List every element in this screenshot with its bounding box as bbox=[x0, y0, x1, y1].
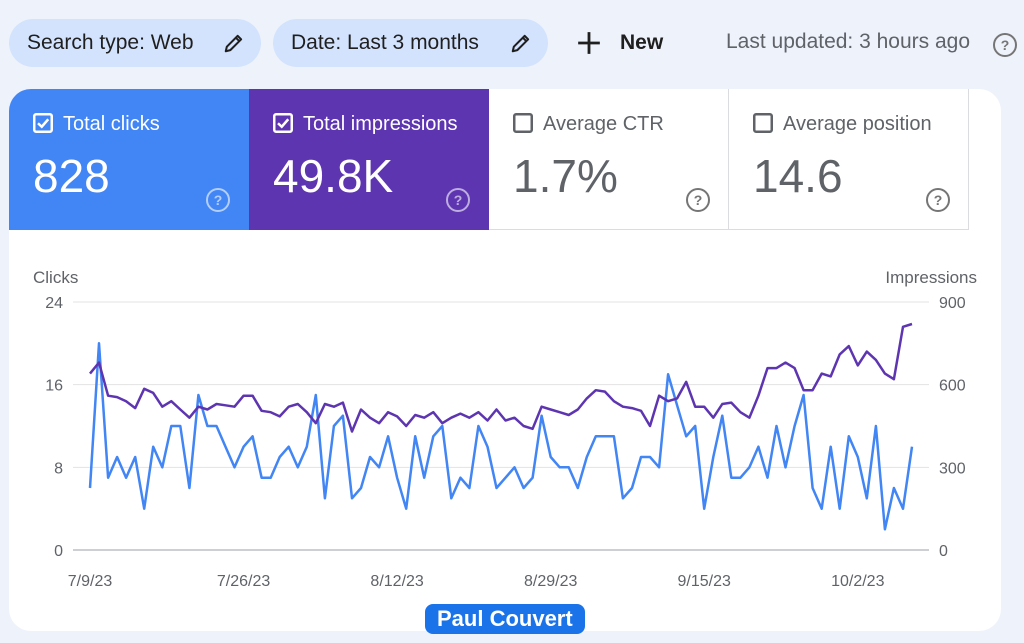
metric-label: Total impressions bbox=[303, 113, 458, 135]
left-axis-title: Clicks bbox=[33, 268, 78, 287]
x-tick-label: 7/26/23 bbox=[217, 573, 270, 590]
metric-label: Total clicks bbox=[63, 113, 160, 135]
svg-text:?: ? bbox=[1001, 37, 1010, 53]
plus-icon bbox=[578, 32, 600, 54]
x-tick-label: 8/12/23 bbox=[370, 573, 423, 590]
right-tick-label: 0 bbox=[939, 543, 948, 560]
x-tick-label: 7/9/23 bbox=[68, 573, 113, 590]
right-tick-label: 900 bbox=[939, 295, 966, 312]
help-icon[interactable]: ? bbox=[445, 187, 471, 213]
date-range-chip[interactable]: Date: Last 3 months bbox=[273, 19, 548, 67]
metric-total-clicks[interactable]: Total clicks 828 ? bbox=[9, 89, 249, 230]
author-watermark: Paul Couvert bbox=[425, 604, 585, 634]
help-icon[interactable]: ? bbox=[685, 187, 711, 213]
toolbar: Search type: Web Date: Last 3 months New… bbox=[0, 0, 1024, 86]
right-axis-title: Impressions bbox=[885, 268, 977, 287]
left-tick-label: 16 bbox=[45, 378, 63, 395]
new-filter-button[interactable]: New bbox=[576, 24, 663, 62]
checkbox-unchecked-icon[interactable] bbox=[753, 113, 773, 133]
svg-text:?: ? bbox=[694, 192, 703, 208]
help-icon[interactable]: ? bbox=[205, 187, 231, 213]
date-range-chip-label: Date: Last 3 months bbox=[291, 31, 479, 54]
x-tick-label: 8/29/23 bbox=[524, 573, 577, 590]
metric-value: 828 bbox=[33, 150, 110, 202]
svg-text:?: ? bbox=[454, 192, 463, 208]
performance-card: Total clicks 828 ? Total impressions 49.… bbox=[9, 89, 1001, 631]
metric-value: 49.8K bbox=[273, 150, 394, 202]
search-type-chip-label: Search type: Web bbox=[27, 31, 194, 54]
performance-chart: Clicks Impressions 0 8 16 24 0 300 600 900 7/9/23 7… bbox=[33, 268, 977, 590]
search-type-chip[interactable]: Search type: Web bbox=[9, 19, 261, 67]
help-icon[interactable]: ? bbox=[925, 187, 951, 213]
pencil-icon bbox=[511, 34, 530, 53]
metric-average-position[interactable]: Average position 14.6 ? bbox=[729, 89, 969, 230]
new-filter-label: New bbox=[620, 31, 664, 54]
pencil-icon bbox=[224, 34, 243, 53]
last-updated-text: Last updated: 3 hours ago bbox=[726, 30, 971, 53]
metric-total-impressions[interactable]: Total impressions 49.8K ? bbox=[249, 89, 489, 230]
checkbox-checked-icon[interactable] bbox=[273, 113, 293, 133]
left-tick-label: 24 bbox=[45, 295, 63, 312]
x-tick-label: 10/2/23 bbox=[831, 573, 884, 590]
left-tick-label: 8 bbox=[54, 460, 63, 477]
checkbox-unchecked-icon[interactable] bbox=[513, 113, 533, 133]
metric-label: Average CTR bbox=[543, 113, 664, 135]
help-icon[interactable]: ? bbox=[992, 32, 1018, 58]
right-tick-label: 600 bbox=[939, 378, 966, 395]
left-tick-label: 0 bbox=[54, 543, 63, 560]
metric-average-ctr[interactable]: Average CTR 1.7% ? bbox=[489, 89, 729, 230]
svg-text:?: ? bbox=[214, 192, 223, 208]
clicks-series-line bbox=[88, 342, 914, 531]
impressions-series-line bbox=[89, 322, 913, 433]
x-tick-label: 9/15/23 bbox=[678, 573, 731, 590]
metric-value: 1.7% bbox=[513, 150, 618, 202]
metric-label: Average position bbox=[783, 113, 932, 135]
right-tick-label: 300 bbox=[939, 460, 966, 477]
svg-text:?: ? bbox=[934, 192, 943, 208]
checkbox-checked-icon[interactable] bbox=[33, 113, 53, 133]
metric-value: 14.6 bbox=[753, 150, 843, 202]
